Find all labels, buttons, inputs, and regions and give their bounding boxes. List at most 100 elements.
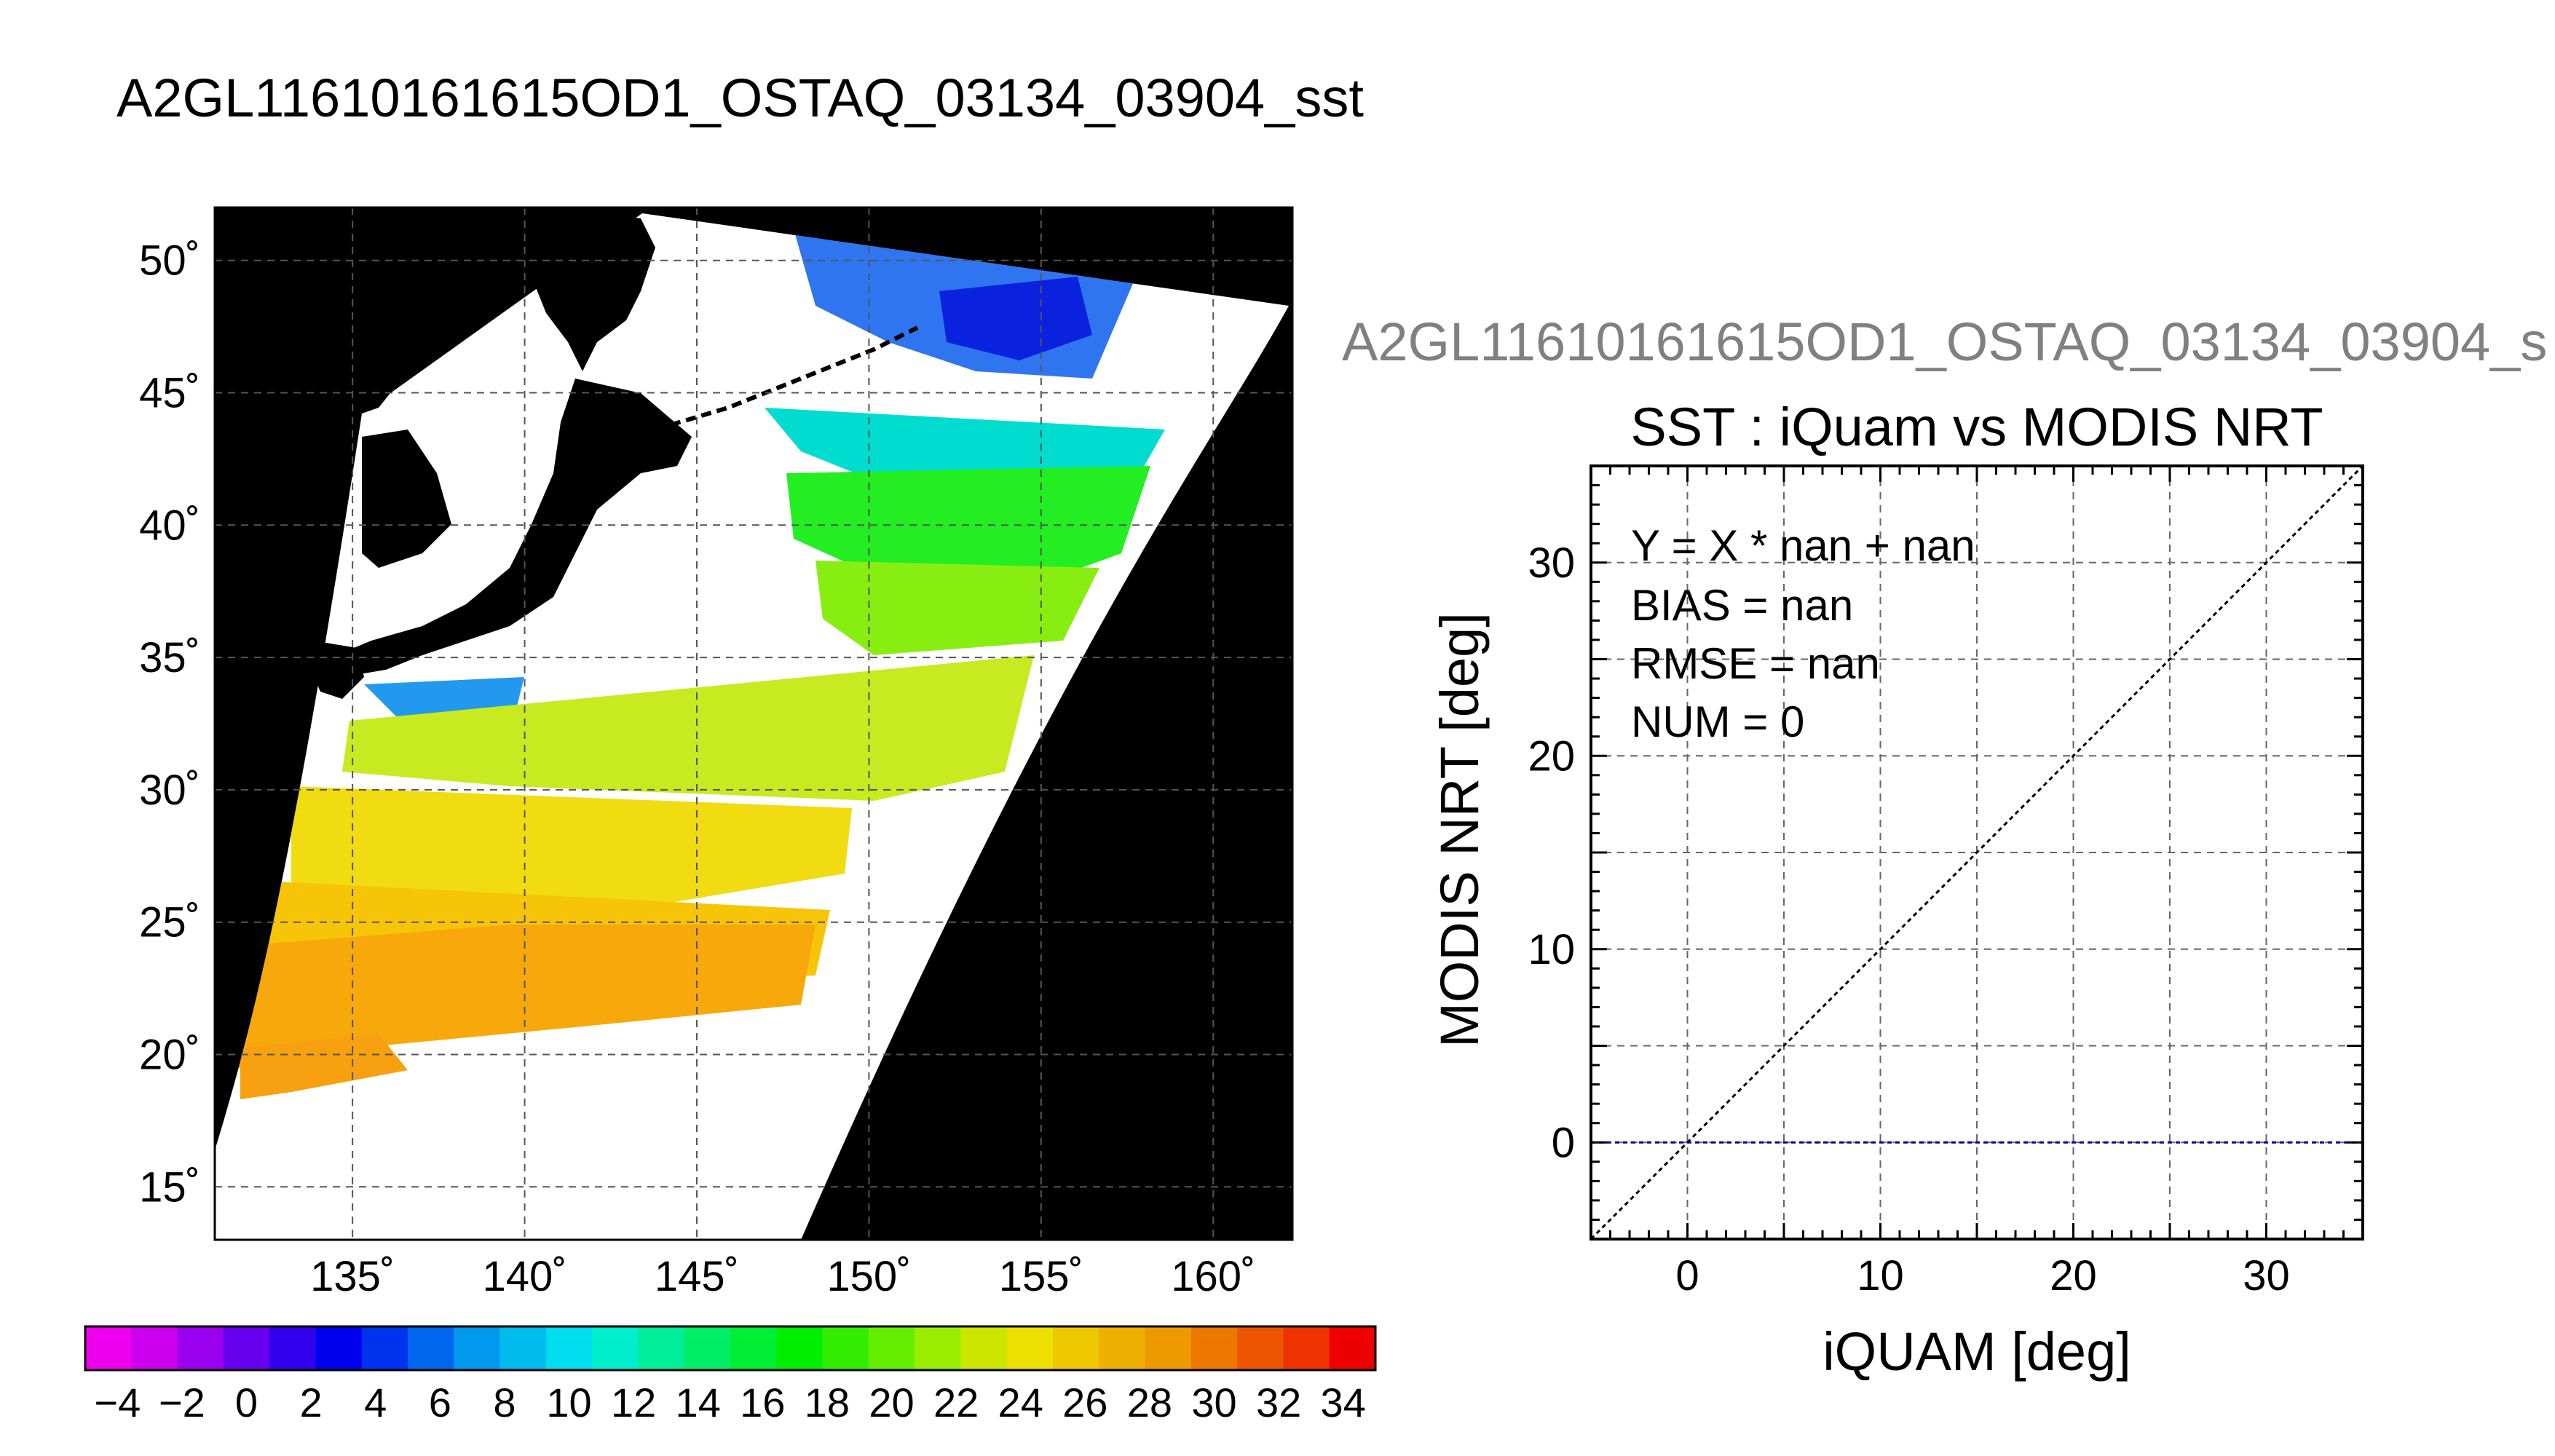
map-y-tick-label: 50˚ — [139, 237, 200, 285]
map-frame — [213, 206, 1294, 1241]
colorbar-cell — [1329, 1326, 1376, 1370]
sst-region-mid-yellow-green — [342, 655, 1034, 801]
colorbar-cell — [315, 1326, 363, 1370]
sst-region-yellow — [291, 786, 852, 910]
colorbar-tick-label: 28 — [1127, 1380, 1172, 1425]
colorbar-cell — [1237, 1326, 1284, 1370]
map-grid — [215, 207, 1292, 1240]
map-x-tick-label: 135˚ — [310, 1253, 395, 1300]
colorbar-cell — [822, 1326, 869, 1370]
colorbar-cell — [1053, 1326, 1099, 1370]
colorbar-tick-label: 8 — [493, 1380, 516, 1425]
colorbar-cell — [915, 1326, 961, 1370]
colorbar-cell — [408, 1326, 454, 1370]
scatter-y-tick-label: 10 — [1528, 926, 1575, 973]
colorbar-cell — [545, 1326, 593, 1370]
colorbar-cell — [1145, 1326, 1192, 1370]
colorbar-tick-label: 2 — [300, 1380, 323, 1425]
scatter-y-tick-label: 20 — [1528, 732, 1575, 780]
map-x-tick-label: 160˚ — [1171, 1253, 1255, 1300]
colorbar-labels: −4 −2 0 2 4 6 8 10 12 14 16 18 20 22 24 26 28 30 32 34 — [94, 1380, 1365, 1425]
scatter-y-tick-label: 30 — [1528, 539, 1575, 587]
map-y-tick-label: 25˚ — [139, 899, 200, 946]
colorbar-tick-label: 14 — [676, 1380, 721, 1425]
colorbar-cell — [730, 1326, 777, 1370]
colorbar-cell — [1099, 1326, 1146, 1370]
colorbar-cell — [638, 1326, 685, 1370]
scatter-x-tick-label: 20 — [2050, 1252, 2097, 1299]
scatter-title: SST : iQuam vs MODIS NRT — [1630, 397, 2323, 457]
colorbar-cell — [361, 1326, 408, 1370]
scatter-x-label: iQUAM [deg] — [1823, 1321, 2131, 1382]
map-x-tick-label: 145˚ — [655, 1253, 739, 1300]
colorbar-tick-label: 10 — [546, 1380, 591, 1425]
colorbar-cell — [177, 1326, 224, 1370]
scatter-y-tick-label: 0 — [1552, 1119, 1575, 1166]
scatter-x-tick-label: 10 — [1857, 1252, 1904, 1299]
map-x-tick-label: 155˚ — [999, 1253, 1083, 1300]
stats-fit: Y = X * nan + nan — [1631, 521, 1975, 570]
colorbar-tick-label: 6 — [429, 1380, 451, 1425]
land-kyushu — [309, 641, 364, 699]
colorbar-cells — [85, 1326, 1376, 1370]
scatter-header: A2GL11610161615OD1_OSTAQ_03134_03904_s — [1342, 312, 2547, 372]
scatter-ticks: 0 10 20 30 0 10 20 30 — [1528, 466, 2363, 1299]
map-y-tick-label: 40˚ — [139, 502, 200, 549]
colorbar-tick-label: 20 — [869, 1380, 914, 1425]
land-kuril-arc — [655, 325, 919, 432]
map-x-tick-label: 140˚ — [483, 1253, 567, 1300]
map-y-tick-label: 35˚ — [139, 634, 200, 681]
sst-region-deep-blue — [939, 277, 1092, 360]
map-y-tick-label: 30˚ — [139, 767, 200, 814]
figure-title: A2GL11610161615OD1_OSTAQ_03134_03904_sst — [117, 68, 1364, 128]
colorbar-tick-label: 16 — [740, 1380, 785, 1425]
colorbar-tick-label: 24 — [998, 1380, 1043, 1425]
colorbar-cell — [960, 1326, 1008, 1370]
colorbar-tick-label: 26 — [1062, 1380, 1107, 1425]
colorbar-tick-label: 32 — [1256, 1380, 1301, 1425]
stats-num: NUM = 0 — [1631, 697, 1804, 746]
map-y-axis: 15˚ 20˚ 25˚ 30˚ 35˚ 40˚ 45˚ 50˚ — [139, 237, 200, 1211]
scatter-x-tick-label: 30 — [2243, 1252, 2290, 1299]
stats-rmse: RMSE = nan — [1631, 639, 1880, 688]
colorbar-cell — [454, 1326, 501, 1370]
colorbar-cell — [223, 1326, 270, 1370]
land-hokkaido — [532, 211, 655, 371]
colorbar-frame — [84, 1325, 1377, 1372]
colorbar-cell — [1190, 1326, 1238, 1370]
colorbar-tick-label: 34 — [1321, 1380, 1366, 1425]
colorbar-cell — [592, 1326, 639, 1370]
map-x-axis: 135˚ 140˚ 145˚ 150˚ 155˚ 160˚ — [310, 1253, 1255, 1300]
sst-region-yellowgreen — [816, 561, 1099, 655]
map-y-tick-label: 15˚ — [139, 1163, 200, 1211]
colorbar-tick-label: 18 — [805, 1380, 850, 1425]
stats-bias: BIAS = nan — [1631, 581, 1853, 630]
scatter-x-tick-label: 0 — [1675, 1252, 1699, 1299]
colorbar-cell — [868, 1326, 915, 1370]
sst-region-orange-south — [240, 1034, 408, 1099]
scatter-stats: Y = X * nan + nan BIAS = nan RMSE = nan … — [1631, 521, 1975, 746]
colorbar-tick-label: −4 — [94, 1380, 141, 1425]
land-honshu — [328, 379, 692, 677]
colorbar-cell — [776, 1326, 824, 1370]
colorbar-tick-label: 22 — [933, 1380, 979, 1425]
land-sakhalin — [553, 207, 604, 255]
colorbar-tick-label: −2 — [159, 1380, 205, 1425]
sst-region-green — [786, 466, 1150, 582]
map-plot-area — [215, 207, 1292, 1240]
colorbar-tick-label: 12 — [611, 1380, 656, 1425]
colorbar-cell — [269, 1326, 316, 1370]
colorbar-cell — [85, 1326, 132, 1370]
map-y-tick-label: 20˚ — [139, 1031, 200, 1078]
map-y-tick-label: 45˚ — [139, 370, 200, 417]
colorbar-tick-label: 0 — [235, 1380, 258, 1425]
scatter-y-label: MODIS NRT [deg] — [1429, 612, 1490, 1048]
colorbar-cell — [131, 1326, 178, 1370]
colorbar-tick-label: 30 — [1191, 1380, 1236, 1425]
land-korea — [362, 430, 451, 568]
colorbar-cell — [499, 1326, 547, 1370]
land-asia-coast — [215, 207, 546, 422]
